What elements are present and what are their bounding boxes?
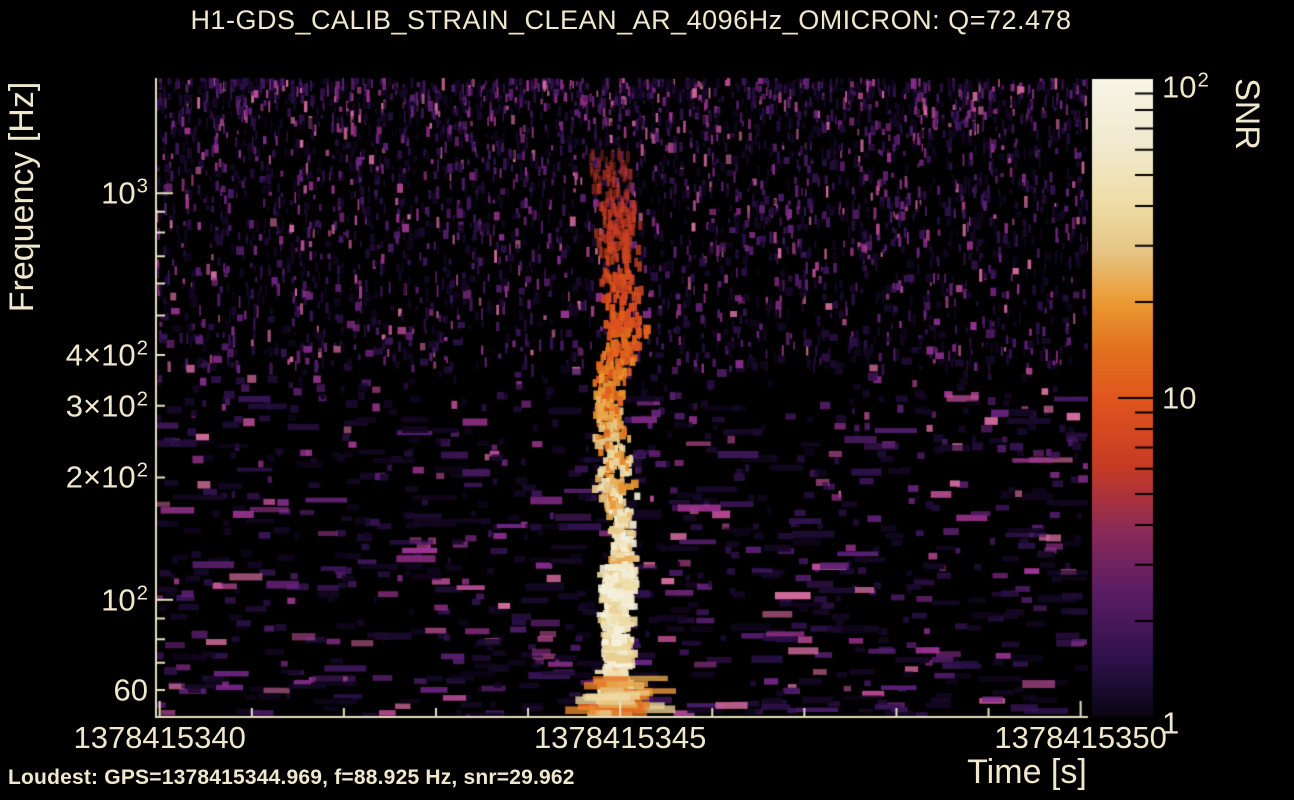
loudest-status-line: Loudest: GPS=1378415344.969, f=88.925 Hz… xyxy=(8,766,575,789)
y-tick-label: 102 xyxy=(101,581,148,618)
colorbar-tick-label: 1 xyxy=(1162,705,1180,741)
y-tick-label: 103 xyxy=(101,174,148,211)
plot-title: H1-GDS_CALIB_STRAIN_CLEAN_AR_4096Hz_OMIC… xyxy=(190,5,1072,35)
y-tick-label: 60 xyxy=(113,672,148,708)
x-tick-label: 1378415340 xyxy=(73,720,246,755)
x-axis-title: Time [s] xyxy=(967,753,1087,791)
y-tick-label: 2×102 xyxy=(65,458,148,495)
y-axis-title: Frequency [Hz] xyxy=(3,81,41,313)
colorbar-tick-label: 10 xyxy=(1162,380,1197,416)
y-tick-label: 3×102 xyxy=(65,387,148,424)
y-tick-label: 4×102 xyxy=(65,336,148,373)
x-tick-label: 1378415345 xyxy=(533,720,707,755)
colorbar-tick-label: 102 xyxy=(1162,68,1209,105)
x-tick-label: 1378415350 xyxy=(994,720,1167,755)
colorbar-title: SNR xyxy=(1228,78,1266,150)
